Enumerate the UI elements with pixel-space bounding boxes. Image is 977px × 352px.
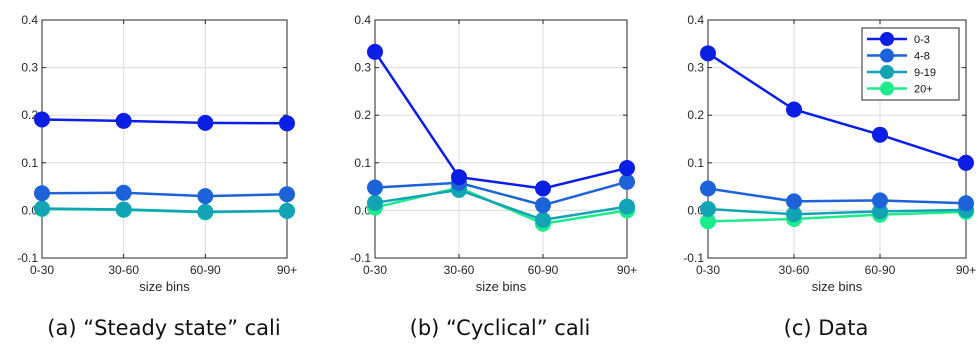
- legend-label: 9-19: [914, 67, 936, 79]
- chart-panel-2: -0.10.00.10.20.30.40-30 30-60 60-90 90+size…: [350, 13, 637, 340]
- y-tick-label: -0.1: [350, 251, 371, 265]
- series-line-4-8: [374, 180, 628, 207]
- data-point-9-19: [535, 211, 551, 228]
- x-axis-label: size bins: [812, 279, 863, 294]
- data-point-4-8: [115, 184, 132, 201]
- x-tick-label: 60-90: [865, 263, 896, 277]
- legend-marker-0-3: [880, 32, 894, 46]
- data-point-9-19: [619, 198, 635, 215]
- data-point-0-3: [34, 111, 50, 128]
- data-point-4-8: [367, 179, 383, 196]
- data-point-0-3: [367, 43, 383, 60]
- chart-panel-1: -0.10.00.10.20.30.40-30 30-60 60-90 90+size…: [17, 13, 297, 340]
- data-point-9-19: [115, 201, 132, 218]
- x-tick-label: 0-30: [30, 263, 54, 277]
- data-point-9-19: [700, 200, 716, 217]
- x-tick-label: 90+: [956, 263, 976, 277]
- data-point-0-3: [700, 45, 716, 62]
- y-tick-label: -0.1: [683, 251, 704, 265]
- data-point-0-3: [279, 115, 295, 132]
- data-point-0-3: [535, 180, 551, 197]
- y-tick-label: 0.2: [354, 108, 371, 122]
- figure-caption: (a) “Steady state” cali: [47, 316, 280, 340]
- x-tick-label: 90+: [277, 263, 297, 277]
- data-point-4-8: [619, 173, 635, 190]
- legend-marker-4-8: [880, 48, 894, 63]
- y-tick-label: 0.4: [687, 13, 704, 27]
- plot-area: [375, 20, 627, 258]
- y-tick-label: 0.3: [687, 61, 704, 75]
- data-point-0-3: [197, 114, 214, 131]
- y-tick-label: 0.3: [21, 61, 38, 75]
- series-line-0-3: [707, 52, 967, 164]
- data-point-0-3: [958, 154, 974, 171]
- x-tick-label: 60-90: [528, 263, 559, 277]
- data-point-0-3: [451, 169, 467, 186]
- y-tick-label: 0.1: [354, 156, 371, 170]
- y-tick-label: 0.1: [21, 156, 38, 170]
- series-line-0-3: [41, 118, 288, 125]
- axes-box: [374, 19, 628, 259]
- data-point-9-19: [279, 202, 295, 219]
- y-tick-label: 0.4: [21, 13, 38, 27]
- data-point-4-8: [958, 195, 974, 212]
- series-line-4-8: [707, 187, 967, 205]
- y-tick-label: 0.4: [354, 13, 371, 27]
- x-tick-label: 30-60: [444, 263, 475, 277]
- series-line-0-3: [373, 51, 628, 190]
- series-line-20+: [707, 210, 967, 223]
- data-point-0-3: [872, 126, 888, 143]
- x-tick-label: 30-60: [779, 263, 810, 277]
- figure-caption: (b) “Cyclical” cali: [410, 316, 591, 340]
- data-point-4-8: [872, 192, 888, 209]
- x-tick-label: 60-90: [190, 263, 221, 277]
- data-point-4-8: [34, 185, 50, 202]
- series-line-9-19: [374, 188, 628, 222]
- legend-marker-9-19: [880, 65, 894, 79]
- plot-area: [42, 20, 287, 258]
- y-tick-label: 0.2: [687, 108, 704, 122]
- data-point-9-19: [34, 200, 50, 217]
- data-point-9-19: [197, 203, 214, 220]
- data-point-4-8: [279, 186, 295, 203]
- figure-caption: (c) Data: [784, 316, 869, 340]
- legend-label: 4-8: [914, 51, 930, 63]
- x-tick-label: 90+: [617, 263, 637, 277]
- series-line-9-19: [41, 207, 288, 214]
- legend-label: 20+: [914, 84, 933, 96]
- x-tick-label: 0-30: [696, 263, 720, 277]
- data-point-4-8: [700, 180, 716, 197]
- axes-box: [41, 19, 288, 259]
- y-tick-label: 0.3: [354, 61, 371, 75]
- legend-label: 0-3: [914, 34, 930, 46]
- chart-panel-3: -0.1 0.0 0.1 0.2 0.3 0.4 0-30 30-60 60-90 90+ size…: [683, 13, 976, 340]
- data-point-0-3: [115, 112, 132, 129]
- data-point-0-3: [619, 160, 635, 177]
- y-tick-label: 0.1: [687, 156, 704, 170]
- data-point-4-8: [786, 193, 802, 210]
- data-point-4-8: [197, 188, 214, 205]
- x-axis-label: size bins: [139, 279, 190, 294]
- x-axis-label: size bins: [476, 279, 527, 294]
- series-line-4-8: [41, 191, 288, 198]
- legend-marker-20+: [880, 81, 894, 96]
- y-tick-label: 0.0: [687, 203, 704, 217]
- axes-box: [707, 19, 967, 259]
- x-tick-label: 0-30: [363, 263, 387, 277]
- series-line-9-19: [707, 207, 967, 216]
- data-point-9-19: [367, 194, 383, 211]
- legend: 0-3 4-8 9-19 20+: [861, 27, 960, 101]
- data-point-0-3: [786, 101, 802, 118]
- y-tick-label: -0.1: [17, 251, 38, 265]
- data-point-4-8: [535, 197, 551, 214]
- x-tick-label: 30-60: [108, 263, 139, 277]
- y-tick-label: 0.0: [21, 203, 38, 217]
